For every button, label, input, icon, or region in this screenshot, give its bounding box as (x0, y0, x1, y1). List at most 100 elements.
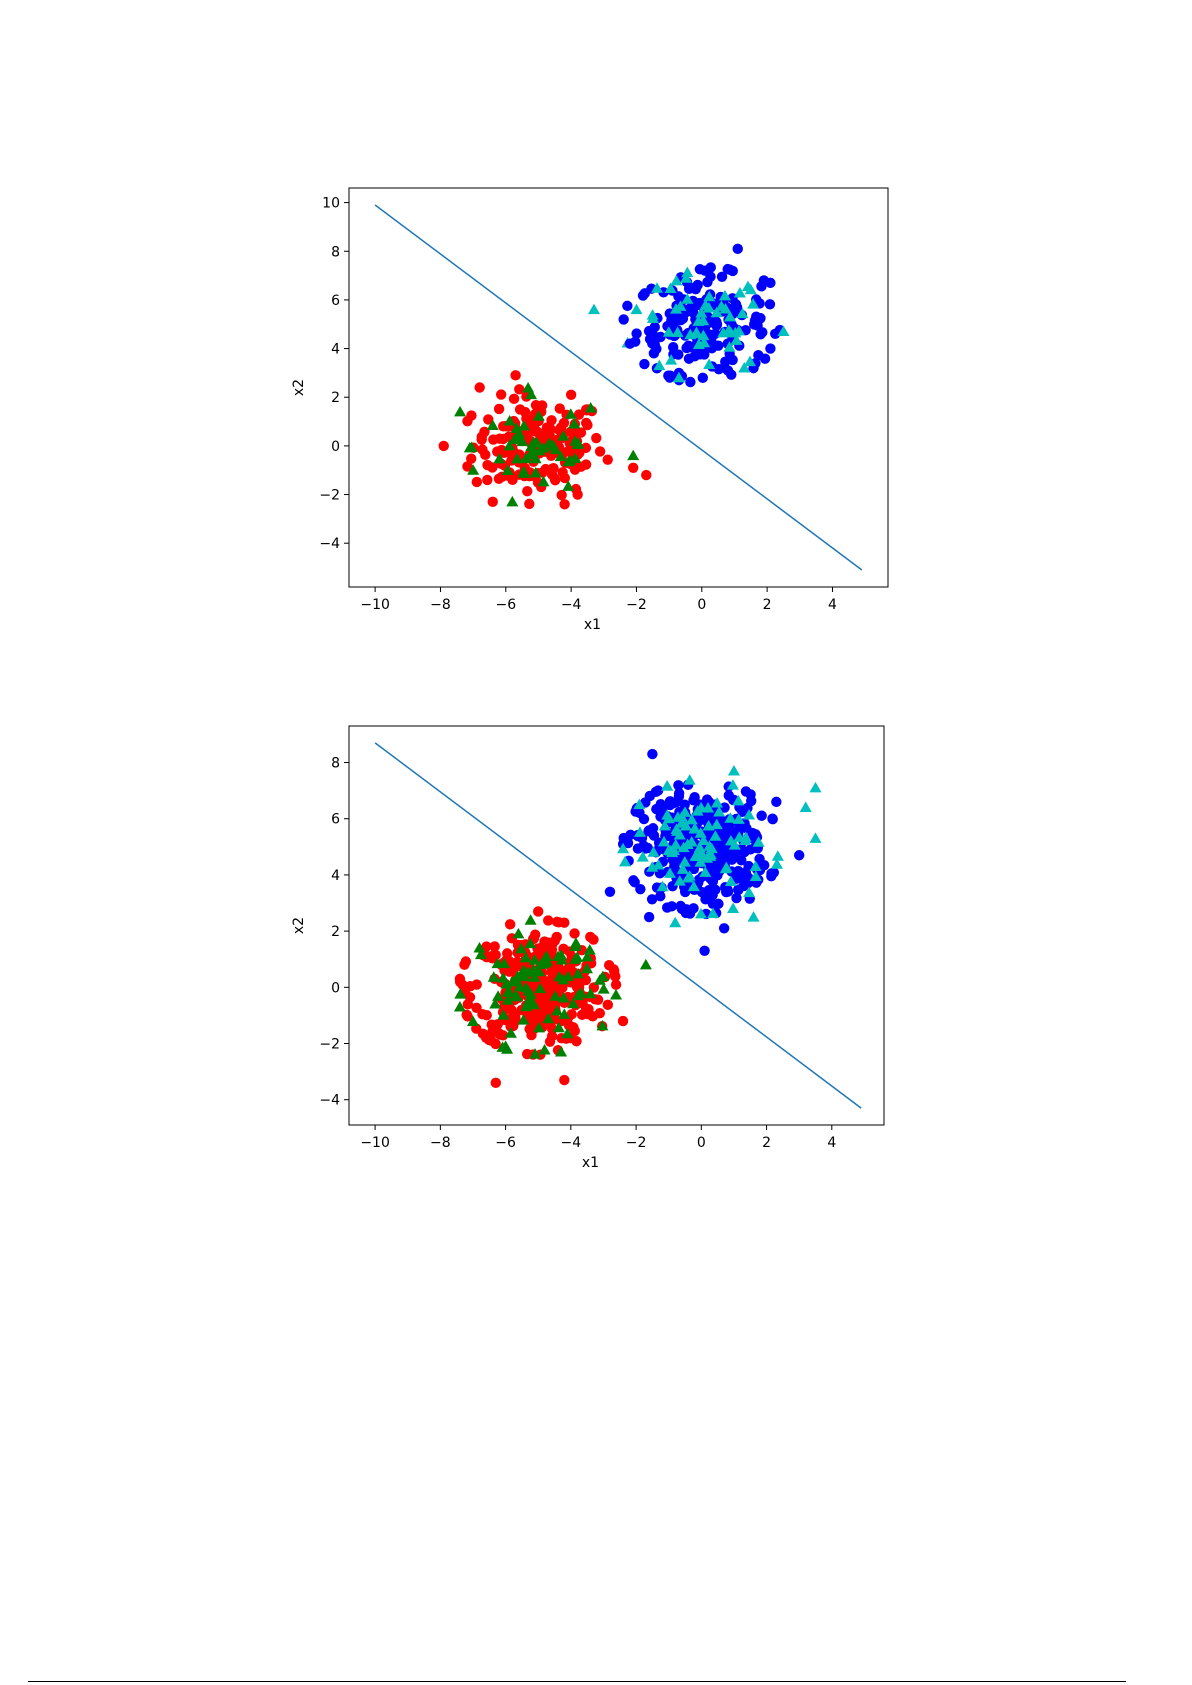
y-tick-label: −4 (319, 1093, 340, 1109)
red-circle-point (546, 944, 558, 955)
blue-circle-point (673, 780, 684, 791)
cyan-triangle-point (630, 303, 643, 315)
blue-circle-point (696, 814, 708, 825)
cyan-triangle-point (747, 911, 760, 922)
green-triangle-point (529, 452, 542, 464)
green-triangle-point (519, 1000, 532, 1012)
red-circle-point (603, 960, 615, 971)
green-triangle-point (467, 464, 480, 475)
blue-circle-point (643, 325, 655, 337)
cyan-triangle-point (646, 309, 659, 320)
cyan-triangle-point (720, 861, 733, 873)
red-circle-point (514, 404, 526, 415)
cyan-triangle-point (669, 916, 682, 928)
green-triangle-point (493, 452, 506, 464)
red-circle-point (454, 973, 466, 985)
cyan-triangle-point (673, 875, 686, 886)
cyan-triangle-point (730, 334, 743, 345)
green-triangle-point (583, 943, 596, 955)
blue-circle-point (648, 348, 660, 359)
blue-circle-point (710, 884, 721, 895)
cyan-triangle-point (633, 798, 646, 810)
blue-circle-point (693, 874, 705, 885)
cyan-triangle-point (723, 341, 736, 352)
y-tick-label: 4 (331, 342, 340, 358)
cyan-triangle-point (703, 358, 716, 370)
cyan-triangle-point (744, 355, 757, 367)
plot-area (374, 742, 862, 1109)
red-circle-point (471, 476, 483, 488)
red-circle-point (495, 389, 507, 400)
green-triangle-point (520, 452, 533, 464)
red-circle-point (548, 462, 559, 474)
cyan-triangle-point (809, 781, 822, 793)
red-circle-point (559, 499, 570, 510)
cyan-triangle-point (680, 272, 693, 283)
blue-circle-point (683, 353, 695, 364)
red-circle-point (510, 370, 521, 381)
cyan-triangle-point (799, 801, 812, 812)
blue-circle-point (721, 886, 732, 898)
red-circle-point (533, 906, 544, 917)
y-tick-label: 8 (331, 756, 340, 772)
scatter-chart-1: −10 −8 −6 −4 −2 0 2 4 −4 −2 0 2 4 6 8 10 x1 x2 (291, 187, 889, 633)
green-triangle-point (584, 987, 597, 999)
red-circle-point (508, 393, 520, 405)
green-triangle-point (517, 420, 530, 431)
red-circle-point (557, 467, 568, 478)
red-circle-point (581, 417, 592, 429)
green-triangle-point (503, 439, 516, 451)
blue-circle-point (755, 313, 766, 324)
x-tick-label: 0 (697, 1135, 706, 1151)
green-triangle-point (489, 997, 502, 1009)
cyan-triangle-point (738, 362, 751, 373)
cyan-triangle-point (703, 290, 716, 302)
cyan-triangle-point (710, 306, 723, 318)
blue-circle-point (732, 243, 743, 255)
blue-circle-point (731, 892, 742, 904)
green-triangle-point (527, 436, 540, 448)
green-triangle-point (501, 994, 514, 1005)
cyan-triangle-point (688, 822, 701, 834)
green-triangle-point (527, 963, 540, 975)
cyan-triangle-point (672, 371, 685, 383)
blue-circle-point (646, 894, 658, 905)
cyan-triangle-point (661, 780, 674, 791)
green-triangle-point (516, 966, 529, 978)
blue-circle-point (699, 945, 710, 956)
red-circle-point (564, 1020, 576, 1032)
red-circle-point (575, 461, 587, 472)
cyan-triangle-point (618, 855, 631, 867)
blue-circle-point (688, 903, 699, 914)
x-tick-label: −2 (626, 1135, 647, 1151)
green-triangle-point (524, 937, 537, 949)
green-triangle-point (487, 971, 500, 982)
red-circle-point (617, 1015, 629, 1027)
cyan-triangle-point (732, 813, 745, 824)
blue-circle-point (718, 923, 730, 934)
blue-circle-point (771, 796, 782, 808)
blue-circle-point (722, 365, 734, 376)
green-triangle-point (596, 970, 609, 982)
cyan-triangle-point (665, 354, 678, 365)
cyan-triangle-point (715, 300, 728, 311)
green-triangle-point (569, 940, 582, 951)
green-triangle-point (537, 475, 550, 487)
blue-circle-point (706, 343, 718, 354)
green-triangle-point (569, 435, 582, 446)
green-triangle-point (515, 942, 528, 954)
red-circle-point (477, 1008, 488, 1020)
green-triangle-point (532, 410, 545, 421)
green-triangle-point (555, 1045, 568, 1057)
green-triangle-point (540, 950, 553, 961)
red-circle-point (482, 474, 493, 486)
cyan-triangle-point (683, 774, 696, 785)
blue-circle-point (713, 898, 724, 910)
red-circle-point (476, 431, 487, 443)
green-triangle-point (569, 953, 582, 964)
x-tick-label: −10 (360, 1135, 390, 1151)
blue-circle-point (736, 855, 747, 866)
blue-circle-point (644, 333, 656, 345)
red-circle-point (490, 1077, 501, 1089)
green-triangle-point (466, 1015, 479, 1027)
